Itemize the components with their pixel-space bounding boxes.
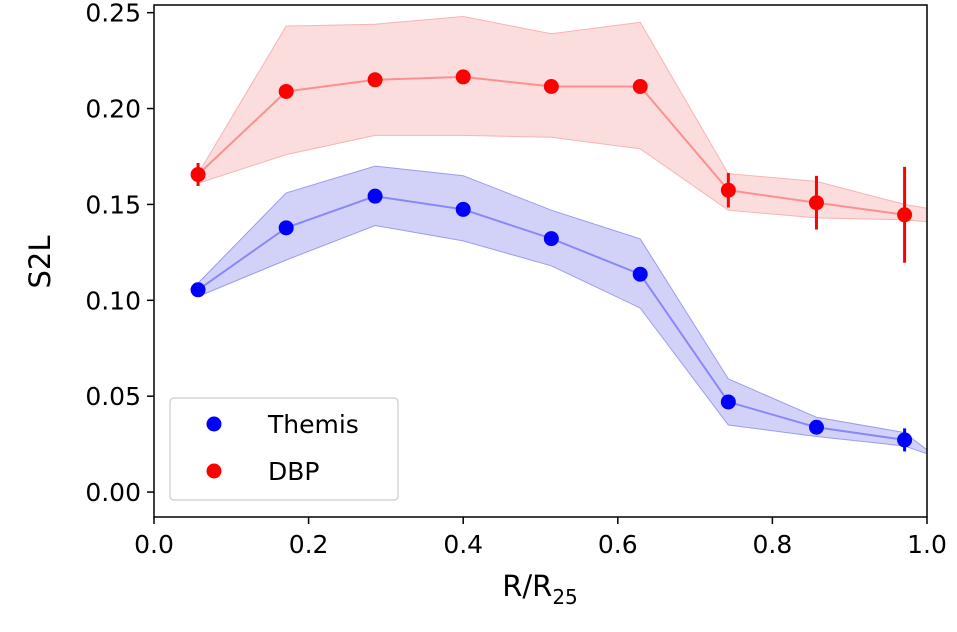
data-point-themis [543, 231, 559, 247]
y-axis-ticks: 0.00 0.05 0.10 0.15 0.20 0.25 [85, 0, 154, 507]
data-point-dbp [897, 207, 913, 223]
x-axis-label: R/R25 [502, 569, 578, 609]
data-point-dbp [455, 69, 471, 85]
x-axis-label-subscript: 25 [552, 585, 577, 609]
x-tick-label: 0.6 [598, 530, 638, 559]
y-tick-label: 0.05 [85, 382, 141, 411]
legend-label-themis: Themis [267, 410, 359, 439]
x-tick-label: 1.0 [907, 530, 947, 559]
x-tick-label: 0.4 [443, 530, 483, 559]
data-point-themis [278, 220, 294, 236]
legend-marker-dbp [206, 463, 222, 479]
data-point-themis [190, 282, 206, 298]
legend-marker-themis [206, 416, 222, 432]
x-axis-label-main: R/R [502, 569, 552, 603]
y-tick-label: 0.10 [85, 286, 141, 315]
data-point-dbp [808, 195, 824, 211]
data-point-themis [455, 201, 471, 217]
data-point-themis [632, 266, 648, 282]
data-point-dbp [190, 167, 206, 183]
legend-box [169, 397, 399, 501]
data-point-themis [897, 432, 913, 448]
y-tick-label: 0.25 [85, 0, 141, 28]
data-points [190, 69, 913, 448]
y-tick-label: 0.20 [85, 95, 141, 124]
data-point-themis [808, 419, 824, 435]
legend: Themis DBP [169, 397, 399, 501]
x-tick-label: 0.0 [134, 530, 174, 559]
data-point-dbp [278, 83, 294, 99]
y-tick-label: 0.00 [85, 478, 141, 507]
legend-label-dbp: DBP [268, 457, 319, 486]
data-point-themis [720, 394, 736, 410]
plot-frame [153, 4, 928, 518]
x-tick-label: 0.8 [753, 530, 793, 559]
y-axis-label: S2L [23, 235, 57, 288]
x-axis-ticks: 0.0 0.2 0.4 0.6 0.8 1.0 [134, 517, 947, 559]
y-tick-label: 0.15 [85, 190, 141, 219]
data-point-dbp [632, 78, 648, 94]
data-point-themis [367, 188, 383, 204]
data-point-dbp [367, 72, 383, 88]
x-tick-label: 0.2 [289, 530, 329, 559]
data-point-dbp [543, 78, 559, 94]
data-point-dbp [720, 182, 736, 198]
